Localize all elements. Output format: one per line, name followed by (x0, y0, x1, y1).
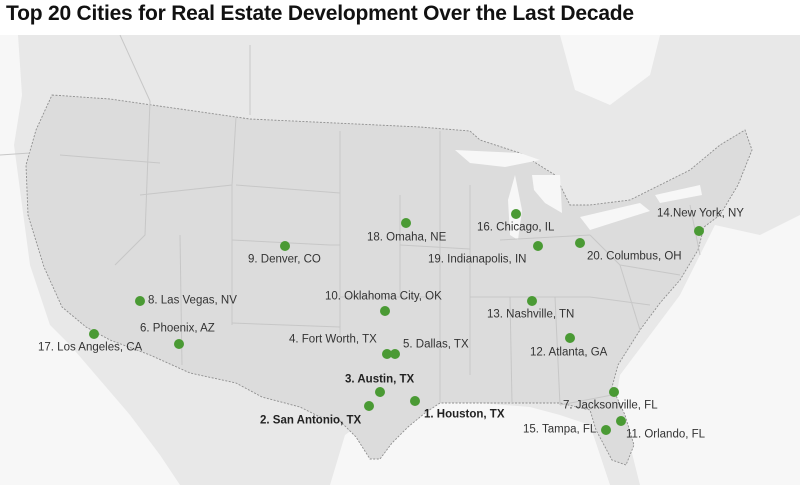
city-label: 19. Indianapolis, IN (428, 253, 527, 266)
city-label: 2. San Antonio, TX (260, 414, 362, 427)
atlantic-ocean (615, 215, 800, 485)
city-marker[interactable] (174, 339, 184, 349)
city-label: 17. Los Angeles, CA (38, 341, 143, 354)
city-label: 18. Omaha, NE (367, 231, 447, 244)
city-label: 5. Dallas, TX (403, 338, 469, 351)
city-marker[interactable] (694, 226, 704, 236)
pacific-ocean (0, 35, 180, 485)
city-label: 13. Nashville, TN (487, 308, 575, 321)
us-map[interactable]: 1. Houston, TX 2. San Antonio, TX 3. Austi… (0, 35, 800, 485)
city-marker[interactable] (135, 296, 145, 306)
city-marker[interactable] (375, 387, 385, 397)
city-marker[interactable] (382, 349, 392, 359)
city-marker[interactable] (390, 349, 400, 359)
city-marker[interactable] (616, 416, 626, 426)
city-label: 7. Jacksonville, FL (563, 399, 658, 412)
city-marker[interactable] (380, 306, 390, 316)
city-label: 1. Houston, TX (424, 408, 505, 421)
city-marker[interactable] (89, 329, 99, 339)
city-marker[interactable] (511, 209, 521, 219)
city-label: 20. Columbus, OH (587, 250, 682, 263)
city-label: 4. Fort Worth, TX (289, 333, 377, 346)
city-label: 9. Denver, CO (248, 253, 321, 266)
city-label: 16. Chicago, IL (477, 221, 555, 234)
city-marker[interactable] (565, 333, 575, 343)
city-label: 6. Phoenix, AZ (140, 322, 215, 335)
basemap (0, 35, 800, 485)
city-label: 12. Atlanta, GA (530, 346, 608, 359)
city-label: 14.New York, NY (657, 207, 744, 220)
city-marker[interactable] (401, 218, 411, 228)
great-lakes (455, 150, 702, 240)
city-marker[interactable] (533, 241, 543, 251)
city-label: 11. Orlando, FL (626, 428, 706, 441)
city-marker[interactable] (410, 396, 420, 406)
city-label: 3. Austin, TX (345, 373, 415, 386)
city-label: 10. Oklahoma City, OK (325, 290, 442, 303)
city-marker[interactable] (601, 425, 611, 435)
city-marker[interactable] (609, 387, 619, 397)
hudson-bay (560, 35, 660, 105)
city-marker[interactable] (280, 241, 290, 251)
city-marker[interactable] (364, 401, 374, 411)
map-title: Top 20 Cities for Real Estate Developmen… (6, 2, 634, 25)
city-marker[interactable] (527, 296, 537, 306)
city-marker[interactable] (575, 238, 585, 248)
city-label: 15. Tampa, FL (523, 423, 597, 436)
city-label: 8. Las Vegas, NV (148, 294, 237, 307)
